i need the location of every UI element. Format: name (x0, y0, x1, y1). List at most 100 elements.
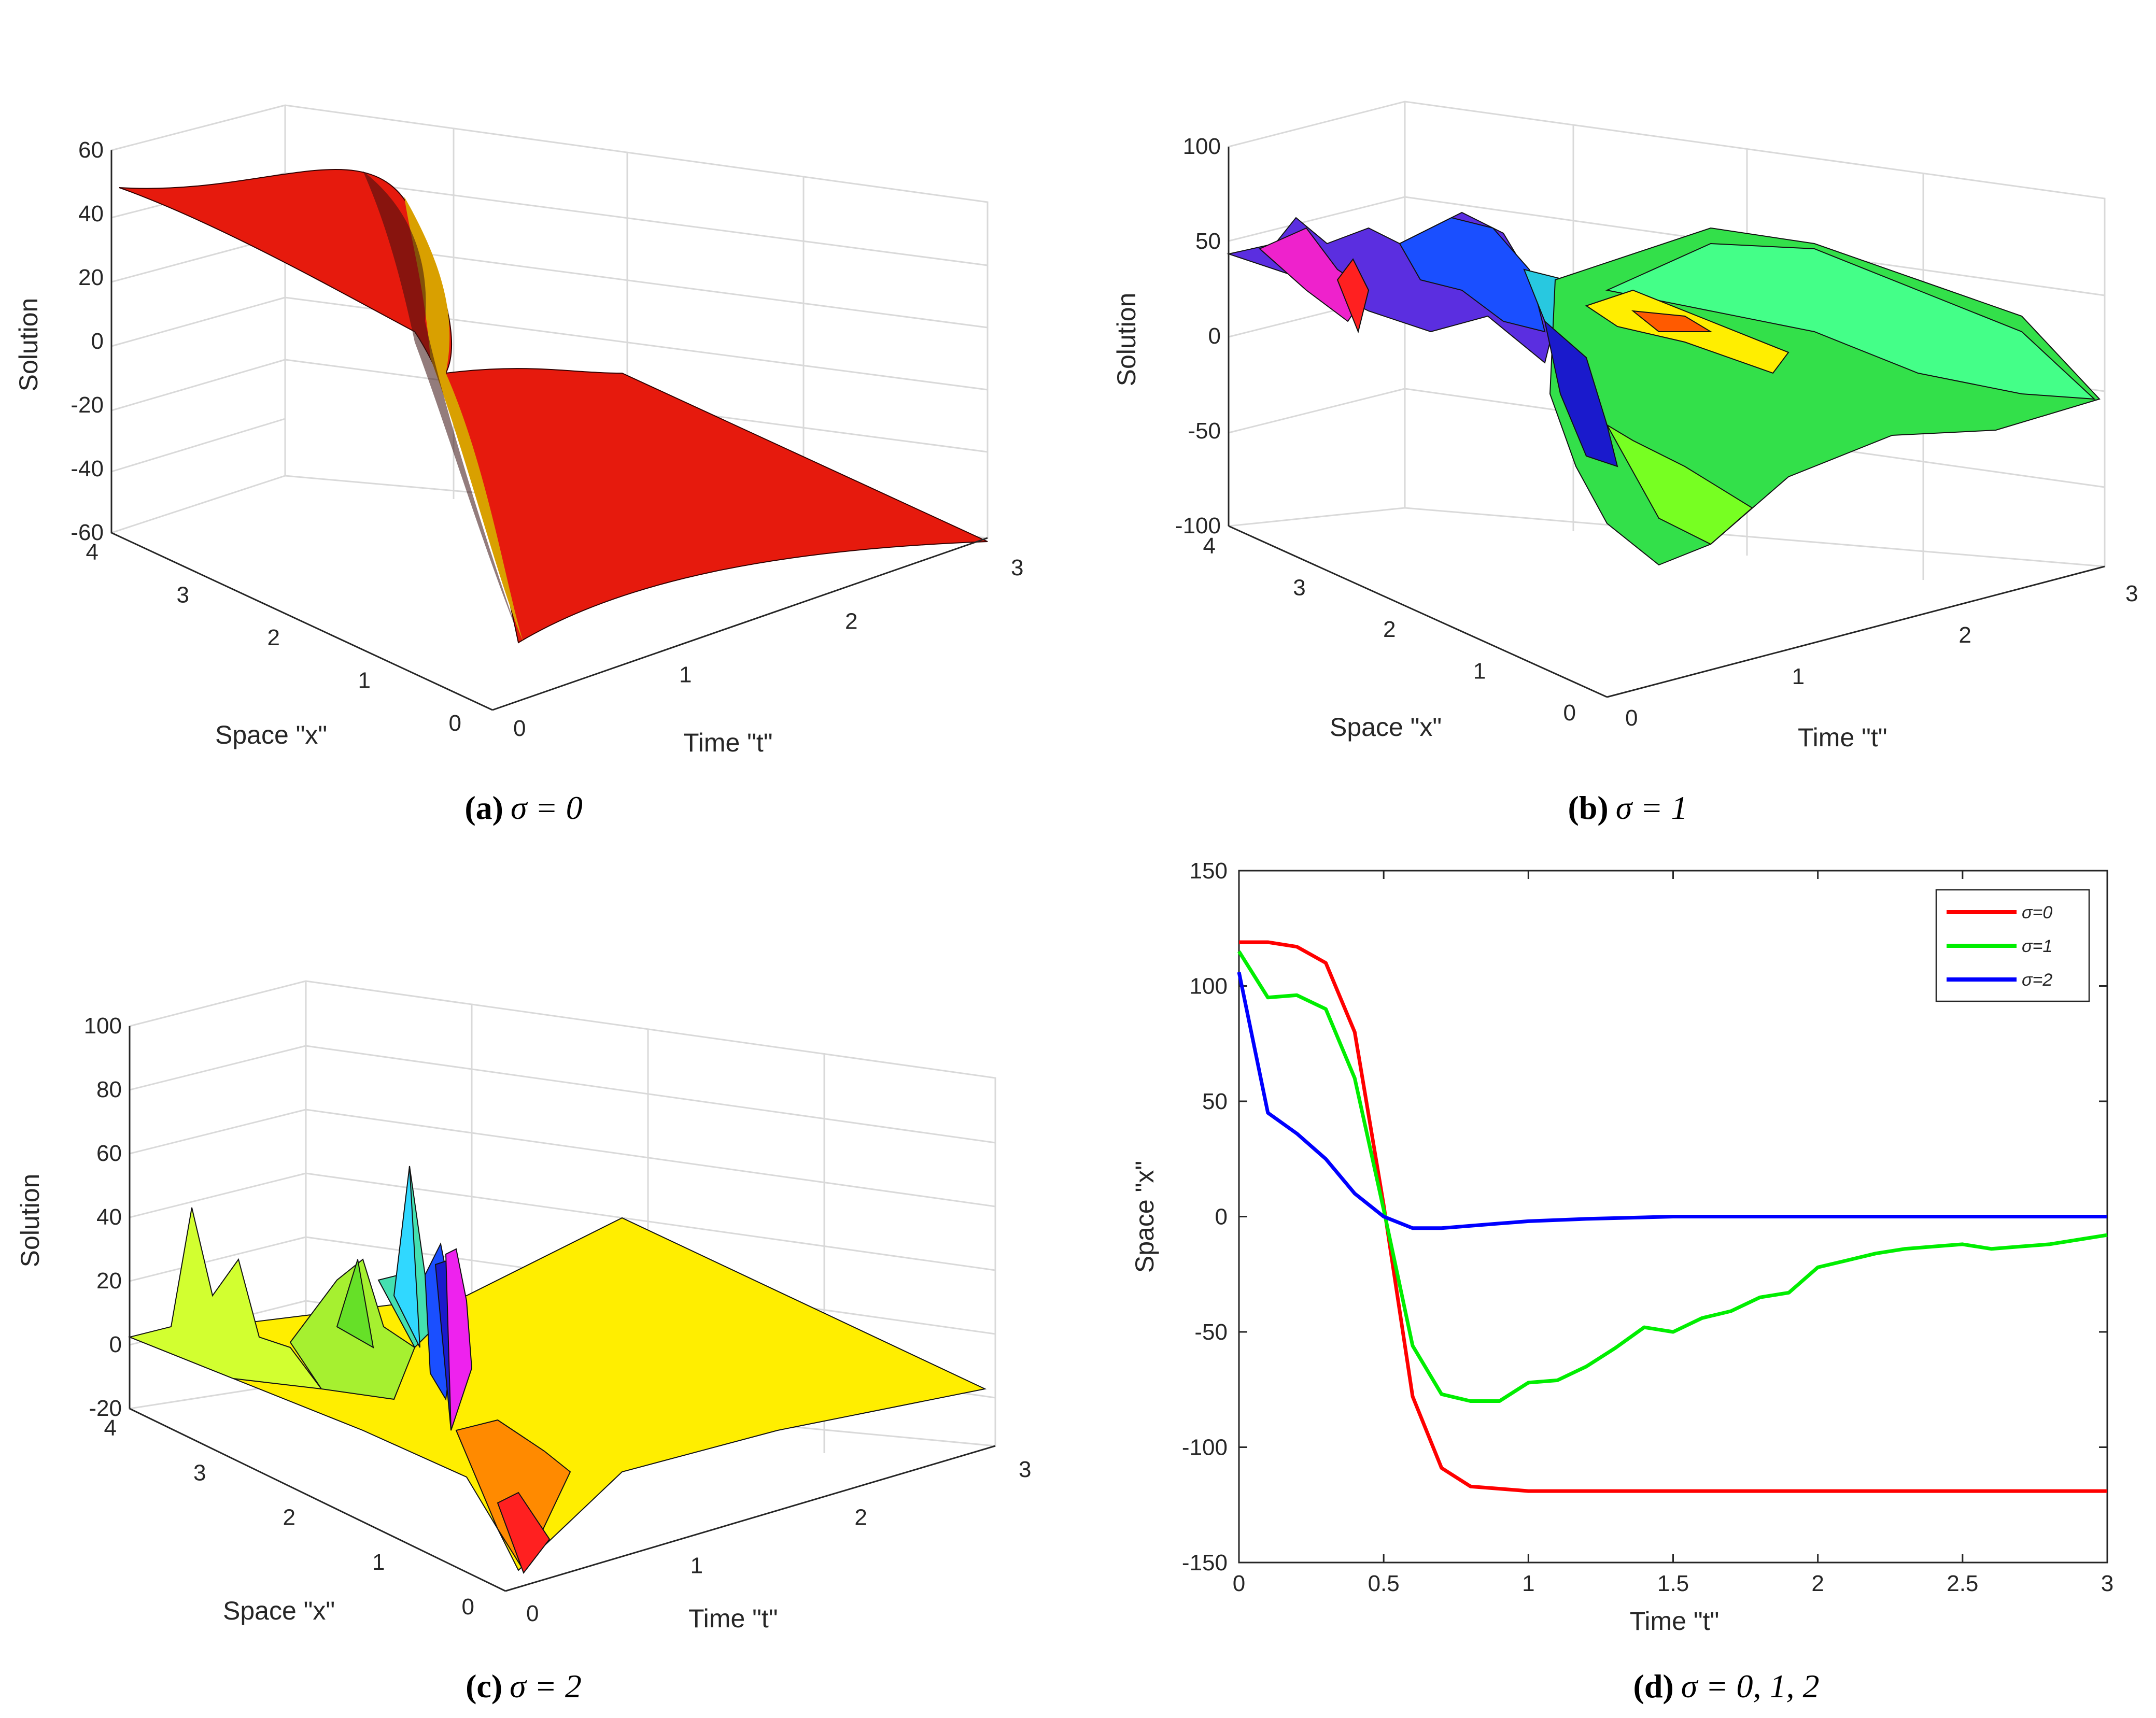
panel-a-z-ticks: -60 -40 -20 0 20 40 60 (71, 137, 104, 545)
panel-a-x-tick-label: 1 (358, 668, 371, 693)
panel-c-x-tick-label: 2 (283, 1505, 295, 1530)
panel-a-zlabel: Solution (14, 298, 43, 392)
panel-c-surface (128, 1166, 987, 1574)
panel-a-x-tick-label: 4 (86, 539, 98, 565)
panel-b-x-tick-label: 4 (1203, 533, 1216, 559)
panel-a-t-tick-label: 3 (1011, 555, 1023, 580)
panel-c-surface-plot: -20 0 20 40 60 80 100 0 1 2 3 4 0 1 2 3 Space "x" Tim… (16, 980, 1031, 1705)
panel-b-t-axis-line (1607, 565, 2105, 698)
legend-label-sigma-1: σ=1 (2022, 936, 2052, 956)
panel-a-surface (119, 169, 988, 644)
panel-b-x-tick-label: 1 (1473, 659, 1486, 684)
panel-d-caption-label: (d) (1633, 1668, 1674, 1705)
panel-a-caption-expr: σ = 0 (511, 789, 583, 826)
panel-b-x-axis-line (1228, 525, 1608, 698)
panel-d-caption-expr: σ = 0, 1, 2 (1681, 1668, 1820, 1705)
panel-c-caption-label: (c) (466, 1668, 502, 1705)
panel-a-z-tick-label: 20 (78, 265, 104, 290)
panel-d-y-tick-label: 0 (1215, 1204, 1228, 1230)
panel-c-x-tick-label: 0 (462, 1594, 474, 1620)
panel-c-t-ticks: 0 1 2 3 (526, 1457, 1031, 1626)
panel-b-tlabel: Time "t" (1798, 723, 1887, 752)
panel-d-y-tick-label: 100 (1190, 974, 1228, 999)
panel-a-t-ticks: 0 1 2 3 (513, 555, 1023, 741)
panel-c-t-axis-line (505, 1445, 996, 1592)
panel-b-t-tick-label: 0 (1625, 705, 1638, 731)
panel-c-caption-expr: σ = 2 (510, 1668, 582, 1705)
panel-b-z-tick-label: -100 (1175, 513, 1221, 538)
panel-c-zlabel: Solution (16, 1174, 45, 1268)
panel-b-xlabel: Space "x" (1330, 713, 1442, 742)
panel-a-z-tick-label: -60 (71, 520, 104, 545)
panel-d-x-tick-label: 1 (1522, 1571, 1534, 1596)
panel-c-z-tick-label: 60 (96, 1141, 122, 1166)
panel-b-t-ticks: 0 1 2 3 (1625, 581, 2138, 731)
panel-a-caption: (a) σ = 0 (464, 789, 582, 826)
panel-b-caption-label: (b) (1568, 789, 1609, 826)
panel-a-z-tick-label: 0 (91, 329, 104, 354)
legend-label-sigma-0: σ=0 (2022, 903, 2052, 922)
panel-b-zlabel: Solution (1112, 293, 1141, 387)
panel-d-y-tick-label: 150 (1190, 858, 1228, 884)
panel-c-z-tick-label: 40 (96, 1204, 122, 1230)
panel-c-x-ticks: 0 1 2 3 4 (104, 1415, 474, 1620)
panel-c-z-tick-label: 0 (109, 1332, 122, 1357)
panel-b-caption-expr: σ = 1 (1616, 789, 1688, 826)
panel-d-y-tick-label: 50 (1202, 1089, 1228, 1114)
panel-c-t-tick-label: 1 (691, 1553, 703, 1578)
panel-b-t-tick-label: 2 (1958, 622, 1971, 648)
panel-b-z-tick-label: -50 (1188, 418, 1221, 444)
panel-a-xlabel: Space "x" (215, 720, 327, 749)
panel-a-x-tick-label: 3 (177, 583, 189, 608)
panel-a-t-tick-label: 1 (679, 662, 692, 688)
panel-a-z-tick-label: 40 (78, 201, 104, 226)
panel-a-t-axis-line (492, 537, 988, 711)
panel-c-x-axis-line (129, 1408, 506, 1592)
panel-c-x-tick-label: 3 (193, 1460, 206, 1485)
panel-d-x-tick-label: 1.5 (1657, 1571, 1689, 1596)
panel-a-x-axis-line (111, 532, 493, 711)
series-line-sigma-0 (1239, 940, 2107, 1493)
panel-c-z-tick-label: 100 (84, 1013, 122, 1039)
panel-c-t-tick-label: 3 (1019, 1457, 1031, 1482)
panel-a-z-tick-label: -40 (71, 456, 104, 481)
panel-c-xlabel: Space "x" (223, 1596, 335, 1625)
panel-c-z-tick-label: 80 (96, 1077, 122, 1102)
panel-a-x-tick-label: 2 (267, 625, 280, 650)
panel-b-t-tick-label: 3 (2125, 581, 2138, 606)
panel-a-tlabel: Time "t" (683, 728, 773, 757)
series-line-sigma-1 (1237, 950, 2108, 1403)
panel-a-t-tick-label: 0 (513, 716, 526, 741)
panel-b-x-tick-label: 3 (1293, 575, 1305, 601)
panel-c-tlabel: Time "t" (688, 1604, 778, 1633)
panel-d-y-tick-label: -100 (1182, 1435, 1228, 1460)
panel-b-z-ticks: -100 -50 0 50 100 (1175, 134, 1221, 538)
panel-b-z-tick-label: 50 (1195, 229, 1221, 254)
panel-b-x-tick-label: 0 (1563, 700, 1576, 726)
panel-c-x-tick-label: 4 (104, 1415, 117, 1441)
panel-a-caption-label: (a) (464, 789, 503, 826)
panel-b-caption: (b) σ = 1 (1568, 789, 1688, 826)
panel-a-x-ticks: 0 1 2 3 4 (86, 539, 461, 736)
panel-d-y-tick-label: -150 (1182, 1550, 1228, 1575)
panel-d-legend: σ=0 σ=1 σ=2 (1935, 889, 2090, 1002)
panel-d-x-tick-label: 0 (1233, 1571, 1245, 1596)
panel-d-ticks: 0 0.5 1 1.5 2 2.5 3 -150 -100 -50 0 50 100 150 (1182, 858, 2113, 1596)
panel-d-y-tick-label: -50 (1194, 1319, 1228, 1345)
panel-d-x-tick-label: 2.5 (1947, 1571, 1978, 1596)
panel-d-line-chart: 0 0.5 1 1.5 2 2.5 3 -150 -100 -50 0 50 100 150 Time "… (1130, 858, 2113, 1705)
panel-a-t-tick-label: 2 (845, 608, 857, 634)
panel-c-z-tick-label: 20 (96, 1268, 122, 1294)
panel-b-surface-plot: -100 -50 0 50 100 0 1 2 3 4 0 1 2 3 Space "x" Time … (1112, 101, 2138, 826)
panel-d-xlabel: Time "t" (1630, 1607, 1720, 1636)
panel-c-z-ticks: -20 0 20 40 60 80 100 (84, 1013, 122, 1421)
panel-d-series-lines (1237, 940, 2108, 1493)
panel-b-z-tick-label: 100 (1183, 134, 1221, 159)
panel-b-t-tick-label: 1 (1792, 664, 1805, 689)
panel-b-surface (1227, 211, 2101, 566)
legend-label-sigma-2: σ=2 (2022, 970, 2052, 990)
panel-d-ylabel: Space "x" (1130, 1161, 1159, 1273)
panel-a-surface-plot: -60 -40 -20 0 20 40 60 0 1 2 3 4 0 1 2 3 Space "x" Ti… (14, 104, 1023, 826)
panel-a-x-tick-label: 0 (449, 711, 461, 736)
